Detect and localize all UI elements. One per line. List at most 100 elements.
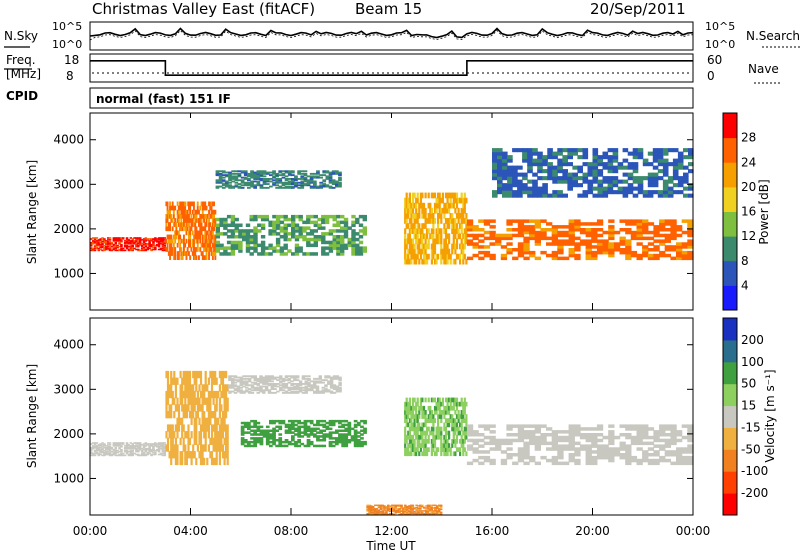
- echo-cell: [534, 225, 541, 229]
- echo-cell: [107, 446, 110, 448]
- echo-cell: [262, 391, 266, 394]
- echo-cell: [507, 169, 513, 174]
- echo-cell: [368, 512, 371, 514]
- echo-cell: [108, 446, 112, 448]
- echo-cell: [370, 510, 373, 512]
- echo-cell: [373, 511, 377, 513]
- echo-cell: [670, 453, 677, 457]
- echo-cell: [457, 426, 460, 432]
- echo-cell: [240, 427, 245, 431]
- echo-cell: [502, 176, 508, 181]
- echo-cell: [103, 451, 106, 454]
- echo-cell: [551, 250, 558, 255]
- echo-cell: [439, 507, 443, 509]
- echo-cell: [192, 397, 195, 405]
- echo-cell: [551, 430, 558, 434]
- echo-cell: [463, 192, 466, 199]
- echo-cell: [129, 241, 133, 243]
- echo-cell: [405, 192, 408, 199]
- echo-cell: [156, 240, 159, 242]
- echo-cell: [452, 233, 455, 240]
- echo-cell: [223, 252, 228, 256]
- echo-cell: [237, 183, 242, 185]
- echo-cell: [363, 427, 367, 431]
- echo-cell: [135, 447, 138, 450]
- echo-cell: [687, 427, 694, 431]
- echo-cell: [540, 424, 547, 428]
- echo-cell: [387, 513, 390, 515]
- echo-cell: [373, 508, 377, 511]
- echo-cell: [410, 434, 413, 440]
- echo-cell: [602, 155, 609, 160]
- echo-cell: [313, 223, 318, 227]
- echo-cell: [215, 172, 220, 175]
- echo-cell: [272, 181, 276, 184]
- echo-cell: [198, 370, 201, 379]
- echo-cell: [523, 424, 530, 428]
- echo-cell: [373, 513, 377, 515]
- echo-cell: [296, 385, 300, 388]
- echo-cell: [592, 165, 599, 170]
- echo-cell: [267, 383, 272, 385]
- echo-cell: [262, 178, 267, 180]
- echo-cell: [228, 386, 232, 389]
- echo-cell: [460, 422, 463, 428]
- echo-cell: [237, 185, 242, 188]
- echo-cell: [439, 513, 443, 515]
- echo-cell: [190, 247, 193, 252]
- echo-cell: [617, 179, 624, 184]
- echo-cell: [392, 506, 396, 508]
- echo-cell: [460, 443, 463, 448]
- echo-cell: [421, 414, 424, 419]
- echo-cell: [625, 228, 632, 232]
- echo-cell: [103, 447, 106, 449]
- echo-cell: [215, 404, 218, 412]
- echo-cell: [405, 258, 408, 265]
- echo-cell: [366, 508, 369, 510]
- echo-cell: [236, 388, 241, 390]
- echo-cell: [347, 429, 352, 432]
- echo-cell: [568, 427, 575, 431]
- echo-cell: [166, 214, 169, 219]
- echo-cell: [300, 180, 305, 183]
- echo-cell: [577, 165, 583, 170]
- echo-cell: [324, 246, 330, 250]
- echo-cell: [422, 243, 426, 250]
- echo-cell: [411, 508, 415, 510]
- echo-cell: [313, 220, 318, 225]
- echo-cell: [313, 181, 317, 184]
- echo-cell: [279, 386, 283, 389]
- echo-cell: [572, 179, 578, 184]
- echo-cell: [279, 214, 285, 219]
- echo-cell: [387, 505, 390, 507]
- echo-cell: [281, 181, 286, 184]
- echo-cell: [662, 190, 669, 195]
- echo-cell: [140, 453, 144, 456]
- echo-cell: [389, 510, 392, 513]
- echo-cell: [404, 508, 407, 511]
- echo-cell: [283, 217, 288, 222]
- echo-cell: [563, 239, 570, 243]
- echo-cell: [552, 155, 558, 160]
- echo-cell: [534, 233, 541, 238]
- echo-cell: [585, 230, 592, 235]
- echo-cell: [430, 218, 433, 224]
- echo-cell: [429, 414, 432, 419]
- echo-cell: [664, 424, 671, 428]
- echo-cell: [228, 186, 232, 189]
- echo-cell: [264, 375, 269, 378]
- echo-cell: [430, 418, 433, 423]
- echo-cell: [273, 391, 277, 394]
- echo-cell: [259, 431, 264, 434]
- echo-cell: [287, 170, 292, 173]
- echo-cell: [607, 176, 614, 181]
- echo-cell: [492, 193, 498, 198]
- echo-cell: [681, 458, 688, 463]
- echo-cell: [185, 457, 188, 466]
- echo-cell: [306, 181, 311, 184]
- echo-cell: [407, 401, 410, 407]
- echo-cell: [231, 377, 235, 380]
- echo-cell: [302, 220, 307, 225]
- echo-cell: [527, 155, 533, 160]
- echo-cell: [443, 434, 446, 440]
